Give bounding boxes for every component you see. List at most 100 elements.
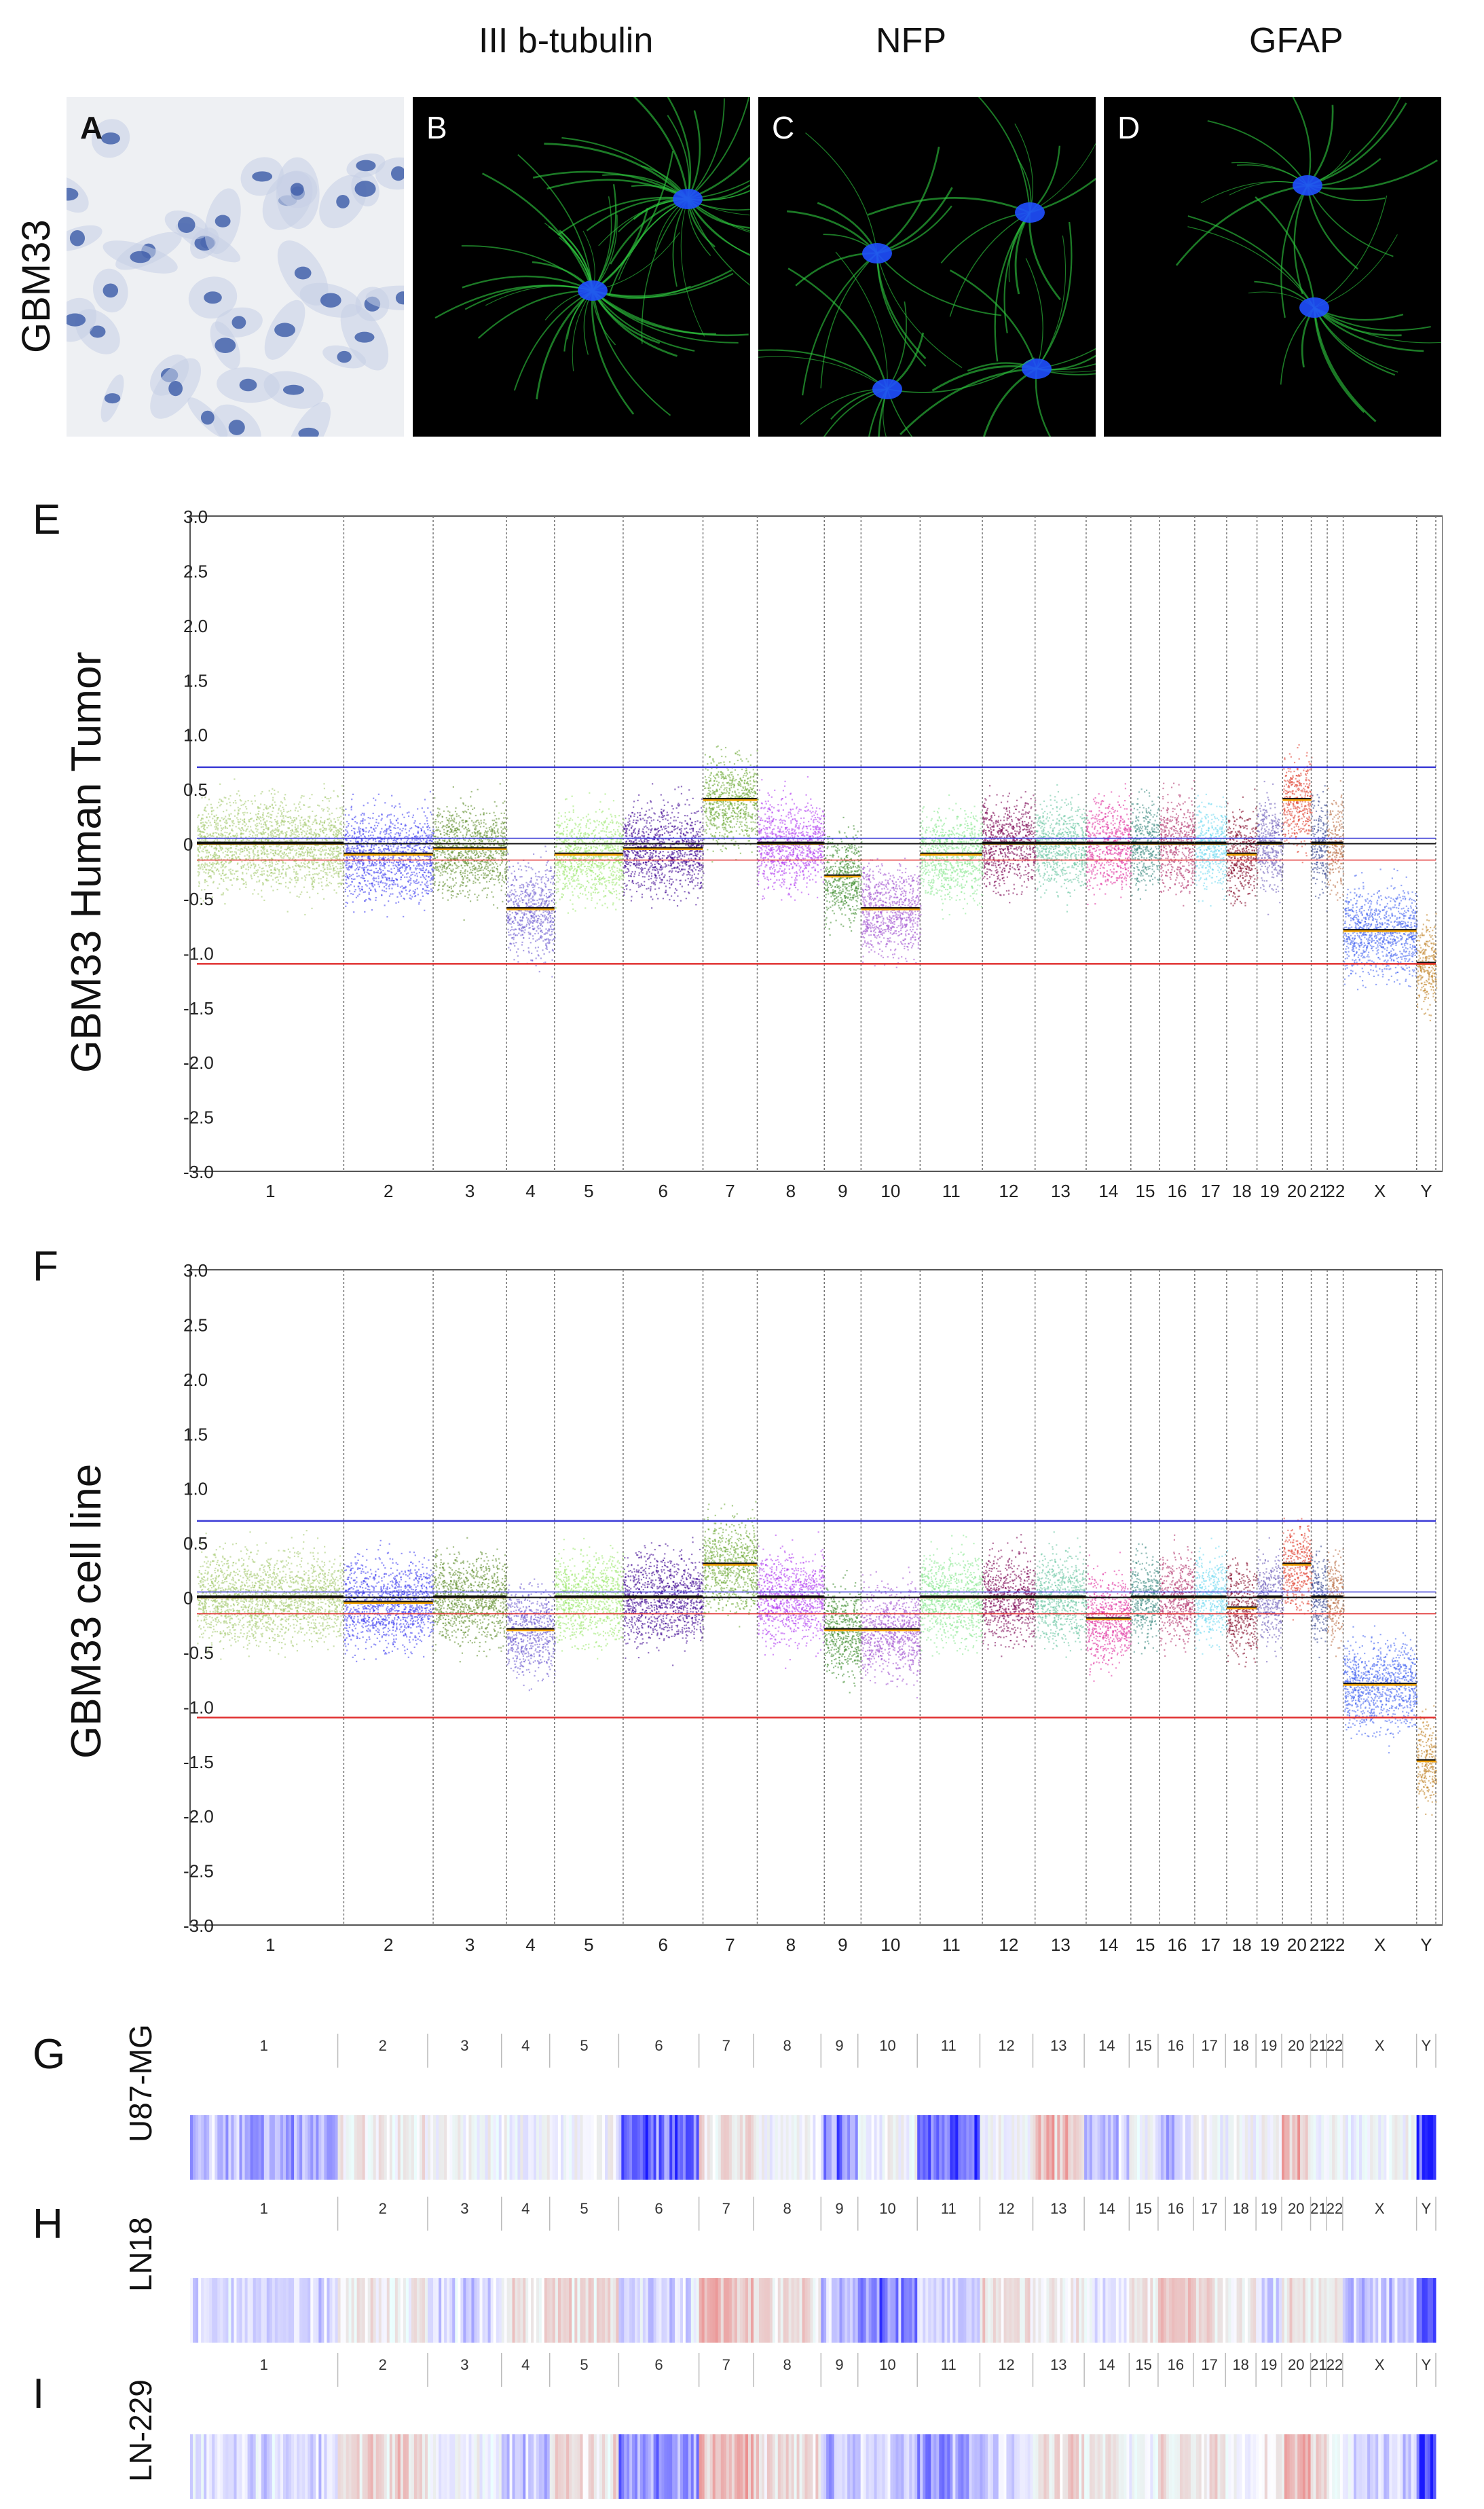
probe-point xyxy=(304,858,305,860)
probe-point xyxy=(449,818,450,820)
probe-point xyxy=(405,836,407,837)
probe-point xyxy=(299,806,300,807)
probe-point xyxy=(255,872,256,873)
probe-point xyxy=(270,832,272,833)
probe-point xyxy=(298,839,299,841)
probe-point xyxy=(203,864,204,866)
probe-point xyxy=(229,879,231,881)
probe-point xyxy=(309,798,310,799)
probe-point xyxy=(469,890,470,891)
probe-point xyxy=(506,853,507,854)
probe-point xyxy=(551,934,553,935)
probe-point xyxy=(268,835,270,836)
probe-point xyxy=(515,919,516,921)
probe-point xyxy=(236,851,237,853)
probe-point xyxy=(368,835,369,837)
probe-point xyxy=(497,841,498,843)
probe-point xyxy=(525,890,526,892)
probe-point xyxy=(229,818,231,820)
probe-point xyxy=(430,791,431,792)
probe-point xyxy=(310,848,312,849)
probe-point xyxy=(484,834,485,835)
probe-point xyxy=(303,820,304,821)
probe-point xyxy=(420,841,422,842)
probe-point xyxy=(305,851,306,853)
probe-point xyxy=(228,849,229,851)
probe-point xyxy=(227,877,229,878)
probe-point xyxy=(211,871,212,872)
probe-point xyxy=(532,938,534,939)
probe-point xyxy=(451,865,453,866)
probe-point xyxy=(336,856,337,858)
probe-point xyxy=(299,822,301,824)
probe-point xyxy=(327,868,328,870)
probe-point xyxy=(326,878,327,879)
probe-point xyxy=(401,872,402,873)
probe-point xyxy=(263,851,265,853)
probe-point xyxy=(512,912,513,913)
probe-point xyxy=(282,807,283,808)
probe-point xyxy=(440,866,441,868)
probe-point xyxy=(244,847,245,848)
probe-point xyxy=(433,821,434,822)
probe-point xyxy=(310,831,312,832)
probe-point xyxy=(297,877,299,879)
probe-point xyxy=(330,797,331,799)
probe-point xyxy=(480,836,481,837)
probe-point xyxy=(235,839,236,841)
probe-point xyxy=(213,873,215,875)
probe-point xyxy=(257,846,258,847)
probe-point xyxy=(223,869,224,871)
probe-point xyxy=(406,893,407,894)
probe-point xyxy=(363,870,365,871)
probe-point xyxy=(435,867,437,868)
probe-point xyxy=(546,932,548,934)
cnv-plot-e: 3.02.52.01.51.00.50-0.5-1.0-1.5-2.0-2.5-… xyxy=(183,502,1443,1202)
probe-point xyxy=(473,864,475,866)
probe-point xyxy=(241,861,242,862)
probe-point xyxy=(262,826,263,828)
probe-point xyxy=(248,851,250,852)
probe-point xyxy=(293,832,295,833)
probe-point xyxy=(529,884,530,885)
probe-point xyxy=(198,868,200,869)
probe-point xyxy=(390,832,392,833)
probe-point xyxy=(216,854,217,855)
probe-point xyxy=(470,840,471,841)
probe-point xyxy=(288,887,289,889)
probe-point xyxy=(329,837,330,838)
probe-point xyxy=(327,798,328,799)
probe-point xyxy=(512,921,513,923)
probe-point xyxy=(272,873,274,874)
probe-point xyxy=(230,851,231,852)
probe-point xyxy=(456,858,458,860)
probe-point xyxy=(286,840,288,841)
probe-point xyxy=(204,796,206,798)
probe-point xyxy=(262,848,263,849)
probe-point xyxy=(526,911,527,912)
probe-point xyxy=(416,861,418,862)
probe-point xyxy=(267,837,268,838)
probe-point xyxy=(451,824,453,825)
probe-point xyxy=(281,824,282,825)
probe-point xyxy=(289,849,291,850)
probe-point xyxy=(426,882,427,883)
probe-point xyxy=(337,817,338,818)
probe-point xyxy=(511,923,512,925)
probe-point xyxy=(542,940,544,942)
probe-point xyxy=(443,871,444,873)
fluorescent-fiber xyxy=(1307,185,1393,257)
probe-point xyxy=(251,818,253,819)
probe-point xyxy=(451,891,452,892)
probe-point xyxy=(339,832,341,834)
probe-point xyxy=(237,814,238,816)
probe-point xyxy=(472,853,474,854)
probe-point xyxy=(531,884,532,885)
probe-point xyxy=(317,893,318,894)
probe-point xyxy=(447,862,449,863)
probe-point xyxy=(447,834,448,835)
probe-point xyxy=(470,869,471,871)
probe-point xyxy=(276,877,277,878)
probe-point xyxy=(451,818,452,819)
fluorescent-fiber xyxy=(877,253,962,368)
